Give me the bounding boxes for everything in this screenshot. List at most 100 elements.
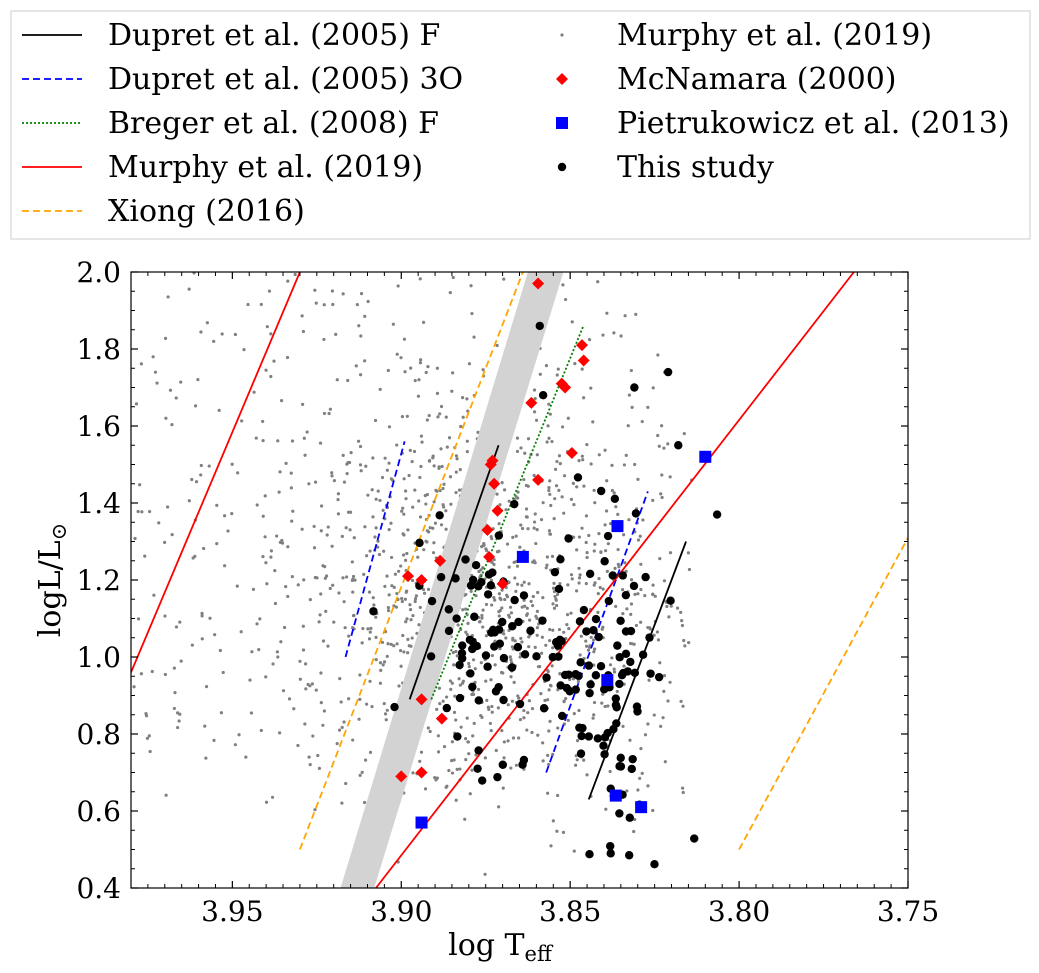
- x-axis-label: log Teff: [448, 928, 554, 966]
- murphy-dot: [497, 592, 502, 596]
- murphy-dot: [662, 673, 667, 678]
- murphy-dot: [541, 501, 545, 505]
- murphy-dot: [436, 750, 441, 754]
- this-study-point: [478, 776, 487, 785]
- murphy-dot: [412, 449, 417, 454]
- this-study-point: [461, 555, 470, 564]
- murphy-dot: [152, 593, 156, 597]
- this-study-point: [455, 693, 465, 703]
- murphy-dot: [359, 292, 364, 296]
- murphy-dot: [666, 442, 670, 446]
- murphy-dot: [490, 704, 494, 709]
- murphy-dot: [656, 353, 660, 357]
- this-study-point: [427, 596, 437, 606]
- murphy-dot: [419, 750, 424, 754]
- murphy-dot: [261, 514, 265, 518]
- murphy-dot: [373, 535, 377, 539]
- murphy-dot: [589, 635, 593, 639]
- murphy-dot: [339, 700, 343, 704]
- murphy-dot: [562, 630, 566, 634]
- murphy-dot: [386, 605, 390, 610]
- murphy-dot: [498, 608, 502, 613]
- murphy-dot: [239, 630, 243, 634]
- murphy-dot: [212, 738, 216, 742]
- murphy-dot: [403, 489, 408, 493]
- murphy-dot: [608, 769, 612, 774]
- legend-symbol-8: [557, 162, 567, 172]
- murphy-dot: [481, 625, 485, 629]
- this-study-point: [579, 605, 589, 615]
- murphy-dot: [230, 512, 234, 516]
- murphy-dot: [646, 722, 650, 726]
- murphy-dot: [312, 546, 317, 550]
- murphy-dot: [612, 331, 616, 335]
- murphy-dot: [660, 495, 664, 500]
- this-study-point: [498, 760, 508, 769]
- murphy-dot: [322, 411, 327, 416]
- murphy-dot: [150, 669, 154, 674]
- murphy-dot: [492, 596, 496, 600]
- this-study-point: [481, 651, 491, 660]
- murphy-dot: [308, 598, 312, 602]
- murphy-dot: [458, 767, 462, 771]
- murphy-dot: [656, 433, 660, 438]
- this-study-point: [510, 595, 519, 605]
- murphy-dot: [523, 604, 527, 608]
- murphy-dot: [190, 477, 194, 482]
- murphy-dot: [655, 630, 660, 634]
- murphy-dot: [535, 527, 539, 532]
- murphy-dot: [199, 463, 203, 468]
- murphy-dot: [337, 591, 341, 595]
- murphy-dot: [435, 391, 440, 396]
- murphy-dot: [668, 680, 672, 684]
- murphy-dot: [301, 329, 306, 334]
- murphy-dot: [403, 597, 407, 601]
- murphy-dot: [558, 462, 562, 466]
- murphy-dot: [269, 374, 273, 379]
- murphy-dot: [597, 453, 601, 457]
- murphy-dot: [358, 463, 363, 467]
- murphy-dot: [636, 788, 640, 792]
- murphy-dot: [286, 545, 290, 549]
- murphy-dot: [551, 752, 555, 756]
- murphy-dot: [286, 279, 290, 283]
- murphy-dot: [164, 416, 168, 420]
- murphy-dot: [633, 462, 637, 467]
- murphy-dot: [355, 302, 359, 307]
- murphy-dot: [492, 562, 496, 567]
- murphy-dot: [411, 771, 415, 775]
- mcnamara-point: [496, 577, 509, 590]
- murphy-dot: [139, 672, 143, 676]
- murphy-dot: [409, 644, 413, 648]
- murphy-dot: [314, 301, 318, 305]
- murphy-dot: [365, 554, 369, 558]
- murphy-dot: [223, 564, 227, 568]
- this-study-point: [608, 571, 617, 580]
- this-study-point: [674, 441, 683, 450]
- murphy-dot: [196, 378, 200, 382]
- this-study-point: [468, 682, 477, 692]
- murphy-dot: [497, 614, 501, 618]
- murphy-dot: [212, 339, 216, 343]
- this-study-point: [615, 809, 624, 818]
- this-study-point: [638, 650, 648, 659]
- murphy-dot: [264, 675, 268, 679]
- this-study-point: [606, 841, 615, 851]
- this-study-point: [498, 617, 507, 627]
- this-study-point: [600, 557, 609, 566]
- murphy-dot: [278, 731, 282, 735]
- murphy-dot: [389, 521, 393, 525]
- murphy-dot: [639, 620, 643, 624]
- murphy-dot: [658, 557, 662, 561]
- murphy-dot: [575, 548, 579, 552]
- murphy-dot: [530, 730, 534, 735]
- murphy-dot: [387, 425, 392, 429]
- murphy-dot: [145, 736, 150, 740]
- legend-symbol-5: [560, 33, 564, 37]
- this-study-point: [473, 764, 482, 773]
- murphy-dot: [448, 679, 453, 683]
- murphy-dot: [395, 642, 399, 646]
- murphy-dot: [168, 388, 173, 392]
- mcnamara-point: [565, 446, 578, 459]
- murphy-dot: [200, 611, 204, 615]
